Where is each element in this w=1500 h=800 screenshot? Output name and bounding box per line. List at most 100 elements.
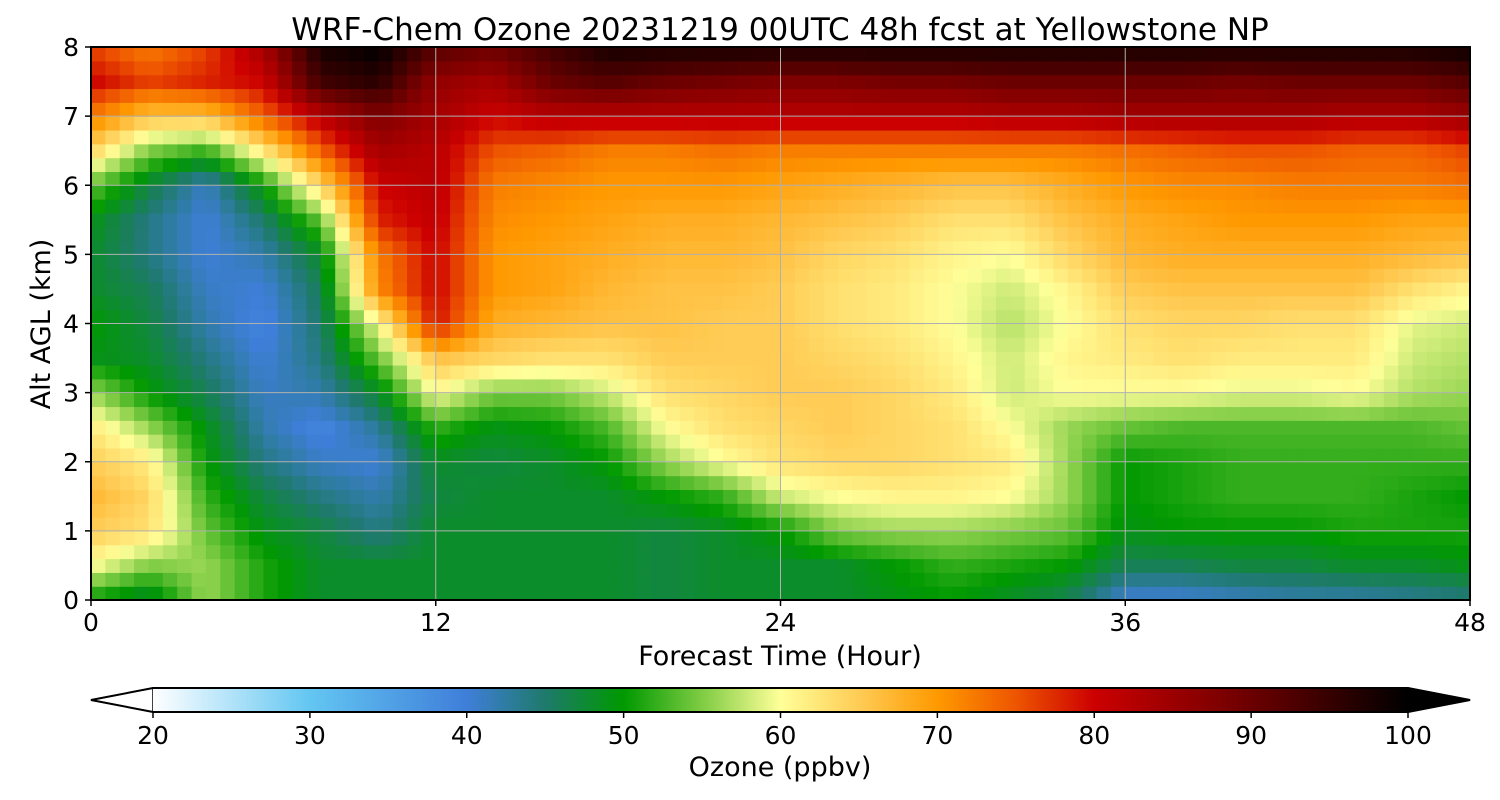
heatmap-cell [981,447,997,463]
heatmap-cell [823,143,839,159]
heatmap-cell [134,309,150,325]
heatmap-cell [651,88,667,103]
heatmap-cell [924,116,940,131]
heatmap-cell [766,378,782,394]
heatmap-cell [823,337,839,352]
heatmap-cell [205,489,221,504]
heatmap-cell [751,295,767,311]
heatmap-cell [1355,171,1371,186]
heatmap-cell [1355,199,1371,214]
heatmap-cell [1039,74,1055,90]
heatmap-cell [766,364,782,380]
heatmap-cell [679,171,695,186]
heatmap-cell [407,102,422,117]
heatmap-cell [1168,185,1184,200]
heatmap-cell [1096,406,1112,421]
heatmap-cell [536,295,552,311]
heatmap-cell [177,212,193,228]
heatmap-cell [363,434,379,449]
heatmap-cell [220,185,236,200]
heatmap-cell [177,102,193,117]
heatmap-cell [766,558,782,573]
heatmap-cell [1441,434,1457,449]
heatmap-cell [1024,378,1040,394]
heatmap-cell [751,129,767,145]
heatmap-cell [1125,143,1141,159]
heatmap-cell [1125,116,1141,131]
heatmap-cell [421,74,437,90]
heatmap-cell [579,295,595,311]
heatmap-cell [636,530,652,546]
heatmap-cell [665,129,681,145]
heatmap-cell [967,282,983,297]
heatmap-cell [1455,586,1470,600]
heatmap-cell [866,461,882,477]
heatmap-cell [306,558,322,573]
heatmap-cell [952,323,968,338]
heatmap-cell [708,129,724,145]
heatmap-cell [866,351,882,366]
heatmap-cell [335,461,351,477]
heatmap-cell [981,240,997,255]
heatmap-cell [1024,392,1040,408]
heatmap-cell [1311,586,1327,600]
heatmap-cell [378,434,394,449]
heatmap-cell [1426,171,1442,186]
heatmap-cell [579,47,595,62]
heatmap-cell [780,88,796,103]
heatmap-cell [593,74,609,90]
heatmap-cell [464,74,480,90]
heatmap-cell [220,489,236,504]
heatmap-cell [521,586,537,600]
heatmap-cell [1139,282,1155,297]
heatmap-cell [608,185,624,200]
heatmap-cell [450,74,466,90]
heatmap-cell [407,309,422,325]
heatmap-cell [1412,420,1428,435]
heatmap-cell [579,406,595,421]
heatmap-cell [263,517,279,532]
heatmap-cell [134,530,150,546]
heatmap-cell [1010,295,1026,311]
heatmap-cell [119,406,135,421]
heatmap-cell [593,475,609,490]
heatmap-cell [823,199,839,214]
colorbar-tick-label: 20 [137,721,169,750]
heatmap-cell [234,282,250,297]
heatmap-cell [708,558,724,573]
heatmap-cell [952,337,968,352]
heatmap-cell [478,351,494,366]
heatmap-cell [1053,572,1069,587]
heatmap-cell [536,102,552,117]
heatmap-cell [1426,461,1442,477]
heatmap-cell [507,309,523,325]
heatmap-cell [1369,102,1385,117]
heatmap-cell [162,226,178,242]
heatmap-cell [852,337,868,352]
heatmap-cell [924,337,940,352]
heatmap-cell [363,323,379,338]
heatmap-cell [1254,268,1270,283]
heatmap-cell [464,530,480,546]
heatmap-cell [1297,434,1313,449]
heatmap-cell [234,254,250,269]
heatmap-cell [608,157,624,173]
heatmap-cell [134,461,150,477]
heatmap-cell [565,447,580,463]
heatmap-cell [392,74,408,90]
heatmap-cell [1340,406,1356,421]
heatmap-cell [995,351,1011,366]
heatmap-cell [593,392,609,408]
heatmap-cell [1426,212,1442,228]
heatmap-cell [234,351,250,366]
heatmap-cell [1110,116,1126,131]
heatmap-cell [1268,364,1284,380]
heatmap-cell [392,282,408,297]
heatmap-cell [924,378,940,394]
heatmap-cell [464,503,480,518]
heatmap-cell [1426,268,1442,283]
heatmap-cell [938,461,954,477]
heatmap-cell [1383,88,1399,103]
heatmap-cell [1326,47,1342,62]
heatmap-cell [1254,226,1270,242]
